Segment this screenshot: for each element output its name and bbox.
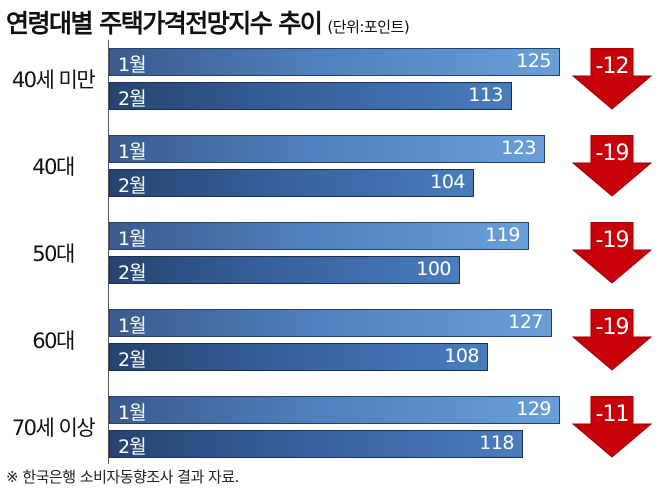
age-group-60s: 60대 1월 127 2월 108 -19 [0,309,658,373]
bar-value: 125 [516,50,551,72]
down-arrow-icon: -19 [572,222,652,284]
bar-value: 123 [501,137,536,159]
unit-label: (단위:포인트) [327,18,410,36]
bar-february: 2월 104 [109,169,474,197]
down-arrow-icon: -12 [572,48,652,110]
bar-february: 2월 100 [109,256,460,284]
bar-month-label: 2월 [118,349,147,371]
bar-month-label: 2월 [118,88,147,110]
age-group-70-plus: 70세 이상 1월 129 2월 118 -11 [0,396,658,460]
change-value: -11 [595,402,630,427]
down-arrow-icon: -11 [572,396,652,458]
bar-month-label: 1월 [118,315,147,337]
category-label: 70세 이상 [11,416,96,440]
bar-january: 1월 129 [109,396,560,424]
bar-value: 129 [516,398,551,420]
category-label: 40세 미만 [11,68,96,92]
change-value: -19 [595,141,630,166]
bar-january: 1월 125 [109,48,560,76]
change-value: -19 [595,228,630,253]
bar-value: 118 [479,432,514,454]
category-axis-line [108,40,109,464]
bar-value: 113 [468,84,503,106]
bar-january: 1월 127 [109,309,552,337]
bar-month-label: 1월 [118,402,147,424]
category-label: 50대 [32,242,75,266]
chart-title-text: 연령대별 주택가격전망지수 추이 [6,9,323,38]
bar-value: 108 [444,345,479,367]
down-arrow-icon: -19 [572,135,652,197]
bar-value: 127 [508,311,543,333]
bar-month-label: 2월 [118,175,147,197]
bar-month-label: 1월 [118,228,147,250]
change-value: -19 [595,315,630,340]
bar-month-label: 2월 [118,262,147,284]
category-label: 40대 [32,155,75,179]
bar-february: 2월 113 [109,82,512,110]
down-arrow-icon: -19 [572,309,652,371]
bar-value: 100 [416,258,451,280]
bar-january: 1월 123 [109,135,545,163]
category-label: 60대 [32,329,75,353]
change-value: -12 [595,54,630,79]
age-group-40s: 40대 1월 123 2월 104 -19 [0,135,658,199]
bar-february: 2월 118 [109,430,523,458]
age-group-under-40: 40세 미만 1월 125 2월 113 -12 [0,48,658,112]
chart-title: 연령대별 주택가격전망지수 추이 (단위:포인트) [6,4,410,40]
bar-value: 119 [485,224,520,246]
bar-month-label: 2월 [118,436,147,458]
bar-month-label: 1월 [118,54,147,76]
bar-january: 1월 119 [109,222,529,250]
bar-value: 104 [430,171,465,193]
source-footnote: ※ 한국은행 소비자동향조사 결과 자료. [6,468,239,486]
bar-february: 2월 108 [109,343,488,371]
bar-month-label: 1월 [118,141,147,163]
age-group-50s: 50대 1월 119 2월 100 -19 [0,222,658,286]
